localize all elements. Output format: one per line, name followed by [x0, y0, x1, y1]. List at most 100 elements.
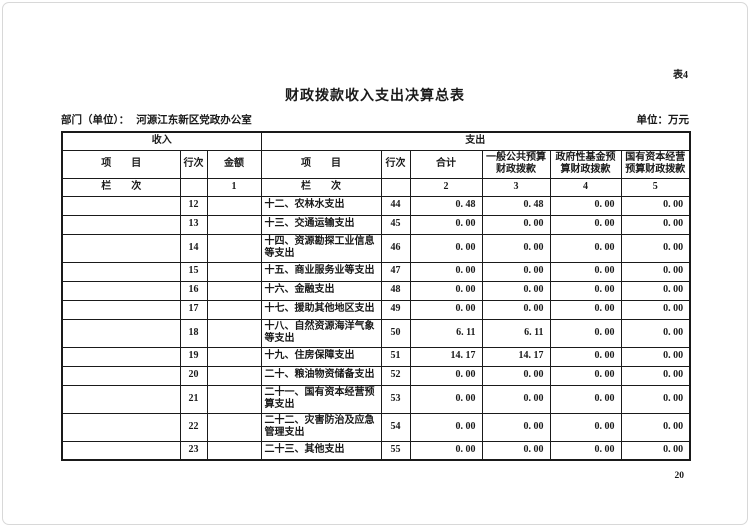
income-item-column-header: 项 目 [61, 149, 181, 179]
expense-line-no-cell: 46 [380, 233, 411, 263]
expense-item-cell: 二十、粮油物资储备支出 [260, 365, 382, 386]
state-capital-budget-cell: 0. 00 [620, 195, 691, 216]
meta-row: 部门（单位）： 河源江东新区党政办公室 单位：万元 [61, 112, 689, 127]
expense-line-no-cell: 47 [380, 261, 411, 282]
income-line-no-cell: 18 [179, 318, 208, 348]
expense-item-cell: 二十二、灾害防治及应急管理支出 [260, 412, 382, 442]
income-line-no-cell: 12 [179, 195, 208, 216]
state-capital-budget-cell: 0. 00 [620, 346, 691, 367]
table-row: 16 十六、金融支出 48 0. 00 0. 00 0. 00 0. 00 [61, 280, 691, 301]
income-amount-cell [206, 280, 262, 301]
total-cell: 0. 00 [409, 299, 483, 320]
income-amount-cell [206, 195, 262, 216]
table-row: 23 二十三、其他支出 55 0. 00 0. 00 0. 00 0. 00 [61, 440, 691, 461]
income-item-cell [61, 384, 181, 414]
income-item-cell [61, 280, 181, 301]
page-number: 20 [674, 471, 685, 481]
income-line-no-cell: 17 [179, 299, 208, 320]
gov-fund-budget-cell: 0. 00 [549, 384, 622, 414]
general-budget-cell: 0. 00 [481, 261, 551, 282]
empty-cell [380, 177, 411, 197]
expense-line-no-cell: 54 [380, 412, 411, 442]
section-header-row: 收入 支出 [61, 131, 691, 151]
income-column-index-label: 栏 次 [61, 177, 181, 197]
table-row: 21 二十一、国有资本经营预算支出 53 0. 00 0. 00 0. 00 0. 00 [61, 384, 691, 414]
state-capital-budget-cell: 0. 00 [620, 261, 691, 282]
gov-fund-budget-cell: 0. 00 [549, 318, 622, 348]
table-row: 18 十八、自然资源海洋气象等支出 50 6. 11 6. 11 0. 00 0. 00 [61, 318, 691, 348]
total-cell: 0. 48 [409, 195, 483, 216]
state-capital-budget-cell: 0. 00 [620, 299, 691, 320]
total-cell: 0. 00 [409, 365, 483, 386]
expense-line-no-column-header: 行次 [380, 149, 411, 179]
income-item-cell [61, 440, 181, 461]
gov-fund-budget-cell: 0. 00 [549, 195, 622, 216]
expense-item-cell: 十六、金融支出 [260, 280, 382, 301]
gov-fund-budget-cell: 0. 00 [549, 214, 622, 235]
income-amount-cell [206, 214, 262, 235]
income-section-header: 收入 [61, 131, 262, 151]
income-amount-cell [206, 261, 262, 282]
state-capital-budget-cell: 0. 00 [620, 365, 691, 386]
general-budget-cell: 6. 11 [481, 318, 551, 348]
general-column-index: 3 [481, 177, 551, 197]
department-label: 部门（单位）： [61, 115, 130, 126]
expense-section-header: 支出 [260, 131, 691, 151]
gov-fund-column-index: 4 [549, 177, 622, 197]
general-budget-cell: 0. 00 [481, 214, 551, 235]
income-amount-cell [206, 412, 262, 442]
expense-item-cell: 二十三、其他支出 [260, 440, 382, 461]
expense-item-cell: 十四、资源勘探工业信息等支出 [260, 233, 382, 263]
expense-line-no-cell: 49 [380, 299, 411, 320]
income-line-no-cell: 22 [179, 412, 208, 442]
expense-item-cell: 十八、自然资源海洋气象等支出 [260, 318, 382, 348]
income-line-no-cell: 20 [179, 365, 208, 386]
table-row: 14 十四、资源勘探工业信息等支出 46 0. 00 0. 00 0. 00 0. 00 [61, 233, 691, 263]
gov-fund-budget-cell: 0. 00 [549, 280, 622, 301]
general-budget-cell: 14. 17 [481, 346, 551, 367]
table-row: 13 十三、交通运输支出 45 0. 00 0. 00 0. 00 0. 00 [61, 214, 691, 235]
gov-fund-budget-cell: 0. 00 [549, 233, 622, 263]
state-capital-budget-cell: 0. 00 [620, 280, 691, 301]
table-number-label: 表4 [673, 70, 688, 81]
total-cell: 0. 00 [409, 280, 483, 301]
gov-fund-budget-cell: 0. 00 [549, 440, 622, 461]
total-cell: 0. 00 [409, 261, 483, 282]
expense-item-cell: 十五、商业服务业等支出 [260, 261, 382, 282]
income-amount-cell [206, 440, 262, 461]
expense-line-no-cell: 45 [380, 214, 411, 235]
expense-line-no-cell: 53 [380, 384, 411, 414]
column-index-row: 栏 次 1 栏 次 2 3 4 5 [61, 177, 691, 197]
state-capital-budget-cell: 0. 00 [620, 214, 691, 235]
table-row: 20 二十、粮油物资储备支出 52 0. 00 0. 00 0. 00 0. 00 [61, 365, 691, 386]
income-amount-cell [206, 318, 262, 348]
expense-line-no-cell: 52 [380, 365, 411, 386]
income-line-no-cell: 15 [179, 261, 208, 282]
general-budget-cell: 0. 48 [481, 195, 551, 216]
income-item-cell [61, 412, 181, 442]
empty-cell [179, 177, 208, 197]
income-amount-cell [206, 299, 262, 320]
total-cell: 6. 11 [409, 318, 483, 348]
state-capital-budget-cell: 0. 00 [620, 412, 691, 442]
income-item-cell [61, 365, 181, 386]
expense-item-cell: 十九、住房保障支出 [260, 346, 382, 367]
income-amount-cell [206, 233, 262, 263]
expense-line-no-cell: 48 [380, 280, 411, 301]
gov-fund-budget-cell: 0. 00 [549, 261, 622, 282]
unit-note: 单位：万元 [636, 115, 690, 126]
state-capital-column-index: 5 [620, 177, 691, 197]
income-item-cell [61, 318, 181, 348]
expense-line-no-cell: 50 [380, 318, 411, 348]
total-cell: 0. 00 [409, 412, 483, 442]
fiscal-appropriation-summary-table: 收入 支出 项 目 行次 金额 项 目 行次 合计 一般公共预算财政拨款 政府性… [61, 131, 692, 461]
expense-line-no-cell: 44 [380, 195, 411, 216]
state-capital-budget-cell: 0. 00 [620, 440, 691, 461]
income-amount-cell [206, 384, 262, 414]
expense-item-cell: 十七、援助其他地区支出 [260, 299, 382, 320]
gov-fund-budget-cell: 0. 00 [549, 346, 622, 367]
state-capital-budget-cell: 0. 00 [620, 318, 691, 348]
expense-item-column-header: 项 目 [260, 149, 382, 179]
expense-column-index-label: 栏 次 [260, 177, 382, 197]
